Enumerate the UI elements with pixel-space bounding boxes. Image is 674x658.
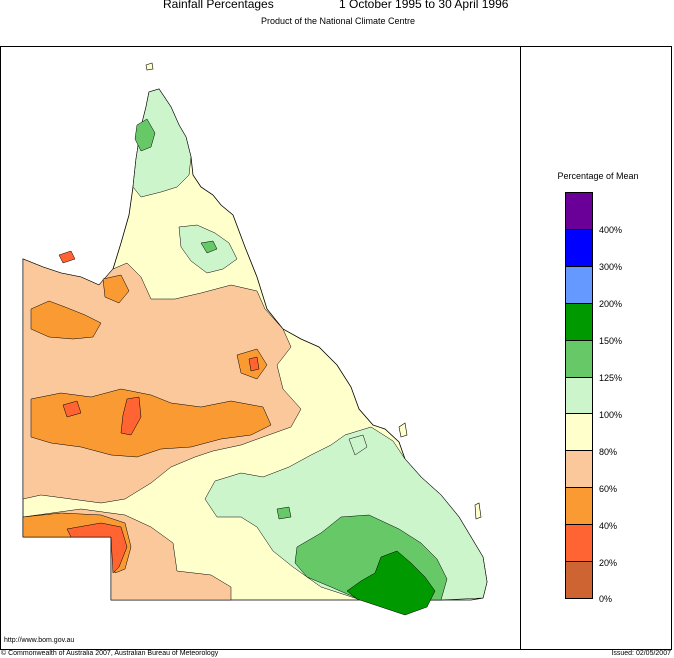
legend-swatch	[566, 193, 592, 230]
legend-label: 100%	[599, 410, 623, 420]
region-125-150	[276, 506, 292, 520]
map-subtitle: Product of the National Climate Centre	[260, 16, 416, 26]
island	[474, 502, 482, 520]
legend-swatch	[566, 414, 592, 452]
legend-label: 20%	[599, 558, 618, 568]
legend-color-bar	[565, 192, 593, 599]
region-125-150	[200, 240, 218, 254]
legend-swatch	[566, 451, 592, 489]
region-20-40	[66, 522, 128, 574]
legend-label: 400%	[599, 225, 623, 235]
legend-swatch	[566, 488, 592, 526]
website-link[interactable]: http://www.bom.gov.au	[4, 637, 75, 644]
region-150-200	[346, 550, 436, 616]
legend-swatch	[566, 229, 592, 267]
region-100-125	[348, 434, 368, 456]
region-40-60	[102, 274, 130, 304]
region-20-40	[62, 400, 82, 418]
legend-title: Percentage of Mean	[557, 171, 639, 181]
legend-label: 60%	[599, 484, 618, 494]
island	[398, 422, 408, 438]
legend-label: 200%	[599, 299, 623, 309]
legend-label: 150%	[599, 336, 623, 346]
legend-label: 0%	[599, 594, 613, 604]
queensland-rainfall-map	[22, 62, 488, 616]
legend-swatch	[566, 377, 592, 415]
region-20-40	[120, 396, 142, 436]
legend-label: 125%	[599, 373, 623, 383]
map-frame	[0, 46, 672, 650]
legend-swatch	[566, 266, 592, 304]
title-variable: Rainfall Percentages	[163, 0, 274, 11]
region-20-40	[58, 250, 76, 264]
legend-swatch	[566, 562, 592, 598]
legend-divider	[520, 46, 521, 650]
region-125-150	[134, 118, 156, 152]
copyright-text: © Commonwealth of Australia 2007, Austra…	[1, 650, 219, 657]
legend-swatch	[566, 525, 592, 563]
legend-swatch	[566, 303, 592, 341]
legend-label: 40%	[599, 521, 618, 531]
title-period: 1 October 1995 to 30 April 1996	[339, 0, 509, 11]
region-20-40	[248, 356, 260, 372]
legend-label: 300%	[599, 262, 623, 272]
legend-swatch	[566, 340, 592, 378]
issued-date: Issued: 02/05/2007	[611, 650, 671, 657]
region-40-60	[30, 300, 102, 340]
island	[145, 62, 154, 71]
legend-label: 80%	[599, 447, 618, 457]
region-40-60	[30, 388, 272, 458]
